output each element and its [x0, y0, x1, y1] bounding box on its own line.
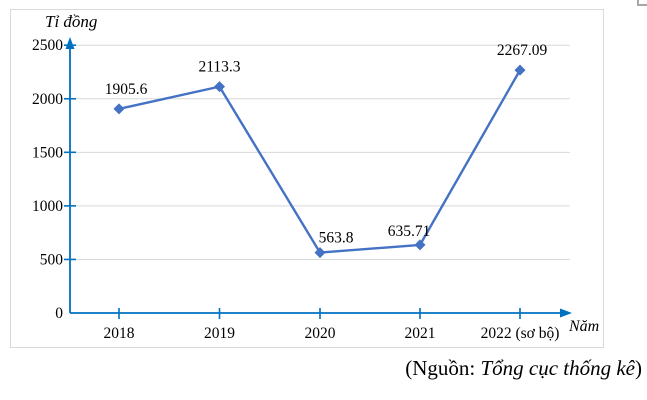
- x-tick-label: 2022 (sơ bộ): [481, 325, 560, 342]
- data-point-marker: [514, 64, 526, 76]
- data-label: 563.8: [319, 230, 354, 247]
- y-tick-label: 1000: [32, 198, 63, 215]
- x-tick-label: 2019: [204, 325, 235, 342]
- chart-frame: [10, 9, 604, 348]
- x-tick-label: 2021: [405, 325, 436, 342]
- x-tick-label: 2018: [104, 325, 135, 342]
- data-point-marker: [113, 103, 125, 115]
- series-line: [118, 69, 522, 254]
- source-note-name: Tổng cục thống kê: [480, 356, 635, 380]
- data-label: 2267.09: [497, 42, 548, 59]
- source-note-suffix: ): [635, 356, 642, 380]
- data-point-marker: [414, 239, 426, 251]
- y-tick-label: 0: [55, 305, 63, 322]
- data-label: 1905.6: [105, 81, 148, 98]
- y-tick-label: 2500: [32, 37, 63, 54]
- data-point-marker: [214, 81, 225, 93]
- data-label: 635.71: [388, 223, 431, 240]
- data-point-marker: [314, 247, 326, 259]
- data-label: 2113.3: [198, 59, 240, 76]
- y-tick-label: 500: [40, 251, 64, 268]
- y-axis-title: Tỉ đồng: [45, 12, 98, 31]
- y-tick-label: 2000: [32, 91, 63, 108]
- y-axis-arrow-icon: [65, 37, 75, 49]
- x-tick-label: 2020: [305, 325, 336, 342]
- y-tick-label: 1500: [32, 144, 63, 161]
- x-axis-title: Năm: [569, 318, 600, 335]
- corner-bracket-icon: [637, 0, 647, 6]
- source-note-prefix: (Nguồn:: [405, 356, 481, 380]
- x-axis-arrow-icon: [560, 308, 572, 318]
- source-note: (Nguồn: Tổng cục thống kê): [405, 356, 642, 381]
